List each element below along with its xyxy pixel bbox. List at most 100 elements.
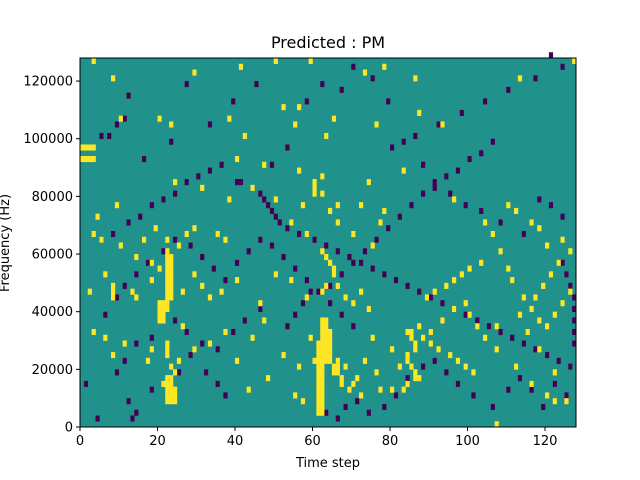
heatmap-cell-high <box>316 398 321 405</box>
heatmap-cell-low <box>339 86 344 93</box>
heatmap-cell-high <box>153 225 158 232</box>
heatmap-cell-low <box>490 403 495 411</box>
heatmap-cell-high <box>552 398 557 405</box>
heatmap-cell-low <box>269 161 275 168</box>
heatmap-cell-low <box>312 236 317 243</box>
heatmap-cell-high <box>529 380 534 387</box>
heatmap-cell-low <box>122 357 127 364</box>
heatmap-cell-low <box>517 375 523 382</box>
heatmap-cell-high <box>169 254 174 261</box>
heatmap-cell-low <box>393 392 399 399</box>
heatmap-cell-high <box>192 271 197 278</box>
heatmap-cell-low <box>134 271 139 278</box>
heatmap-cell-low <box>560 259 565 266</box>
heatmap-cell-low <box>308 288 313 295</box>
heatmap-cell-low <box>421 190 426 197</box>
heatmap-cell-high <box>560 236 565 243</box>
x-tick-label: 100 <box>455 434 480 449</box>
heatmap-cell-high <box>343 363 348 370</box>
heatmap-cell-low <box>498 328 503 336</box>
heatmap-cell-high <box>320 357 325 364</box>
heatmap-cell-high <box>87 288 92 295</box>
heatmap-cell-high <box>362 357 368 364</box>
heatmap-cell-high <box>537 317 542 324</box>
heatmap-cell-high <box>103 334 108 341</box>
heatmap-cell-high <box>173 398 178 405</box>
heatmap-cell-high <box>207 294 213 301</box>
heatmap-cell-low <box>235 179 240 186</box>
heatmap-cell-low <box>564 271 569 278</box>
y-tick-label: 0 <box>65 421 73 436</box>
heatmap-cell-high <box>165 352 170 359</box>
heatmap-cell-high <box>114 202 120 209</box>
heatmap-cell-high <box>192 225 197 232</box>
heatmap-cell-high <box>176 242 182 249</box>
heatmap-cell-high <box>351 230 356 238</box>
heatmap-cell-low <box>196 173 201 180</box>
heatmap-cell-high <box>467 265 472 272</box>
heatmap-cell-high <box>235 156 240 163</box>
heatmap-cell-high <box>161 317 166 324</box>
heatmap-cell-high <box>452 305 457 312</box>
heatmap-cell-high <box>169 288 174 295</box>
heatmap-cell-high <box>165 259 170 266</box>
heatmap-cell-high <box>169 265 174 272</box>
heatmap-cell-low <box>529 386 534 393</box>
heatmap-cell-high <box>568 248 573 255</box>
heatmap-cell-high <box>328 259 333 266</box>
heatmap-cell-high <box>324 352 329 359</box>
heatmap-cell-low <box>114 121 120 128</box>
heatmap-cell-low <box>432 357 437 364</box>
heatmap-cell-low <box>552 380 557 387</box>
heatmap-cell-low <box>335 415 340 422</box>
heatmap-cell-high <box>359 202 364 209</box>
heatmap-cell-low <box>169 138 174 145</box>
heatmap-cell-high <box>103 271 108 278</box>
heatmap-cell-high <box>180 288 185 295</box>
heatmap-cell-low <box>483 98 488 105</box>
heatmap-cell-high <box>118 115 123 122</box>
heatmap-cell-high <box>169 375 174 382</box>
heatmap-cell-high <box>165 277 170 284</box>
heatmap-cell-high <box>514 207 519 214</box>
heatmap-cell-high <box>169 363 174 370</box>
heatmap-cell-high <box>157 300 162 307</box>
heatmap-cell-high <box>250 184 255 191</box>
heatmap-cell-high <box>91 156 96 163</box>
heatmap-cell-low <box>498 219 503 226</box>
heatmap-cell-low <box>231 98 236 105</box>
heatmap-cell-high <box>483 334 488 341</box>
heatmap-cell-high <box>552 369 557 376</box>
heatmap-cell-high <box>537 346 542 353</box>
heatmap-cell-high <box>517 311 523 318</box>
heatmap-cell-low <box>304 277 309 284</box>
heatmap-cell-low <box>297 230 302 238</box>
heatmap-cell-high <box>494 323 499 330</box>
heatmap-cell-high <box>320 409 325 416</box>
heatmap-cell-high <box>169 380 174 387</box>
heatmap-cell-high <box>506 265 511 272</box>
heatmap-cell-low <box>273 213 278 220</box>
heatmap-cell-high <box>165 271 170 278</box>
heatmap-cell-high <box>413 369 418 376</box>
heatmap-cell-low <box>200 340 205 347</box>
heatmap-cell-low <box>382 271 387 278</box>
heatmap-cell-high <box>560 300 565 307</box>
heatmap-cell-high <box>401 167 406 174</box>
heatmap-cell-high <box>324 346 329 353</box>
heatmap-cell-low <box>328 300 333 307</box>
heatmap-cell-low <box>444 369 449 376</box>
heatmap-cell-low <box>572 340 577 347</box>
heatmap-cell-low <box>351 259 356 266</box>
heatmap-cell-high <box>281 104 286 111</box>
heatmap-cell-high <box>455 357 461 364</box>
heatmap-cell-high <box>409 334 414 341</box>
heatmap-cell-low <box>200 254 205 261</box>
heatmap-cell-high <box>173 392 178 399</box>
heatmap-cell-high <box>483 219 488 226</box>
x-tick-label: 120 <box>533 434 558 449</box>
heatmap-cell-low <box>277 219 282 226</box>
heatmap-cell-high <box>390 346 395 353</box>
heatmap-cell-high <box>304 294 309 301</box>
heatmap-cell-high <box>293 121 298 128</box>
